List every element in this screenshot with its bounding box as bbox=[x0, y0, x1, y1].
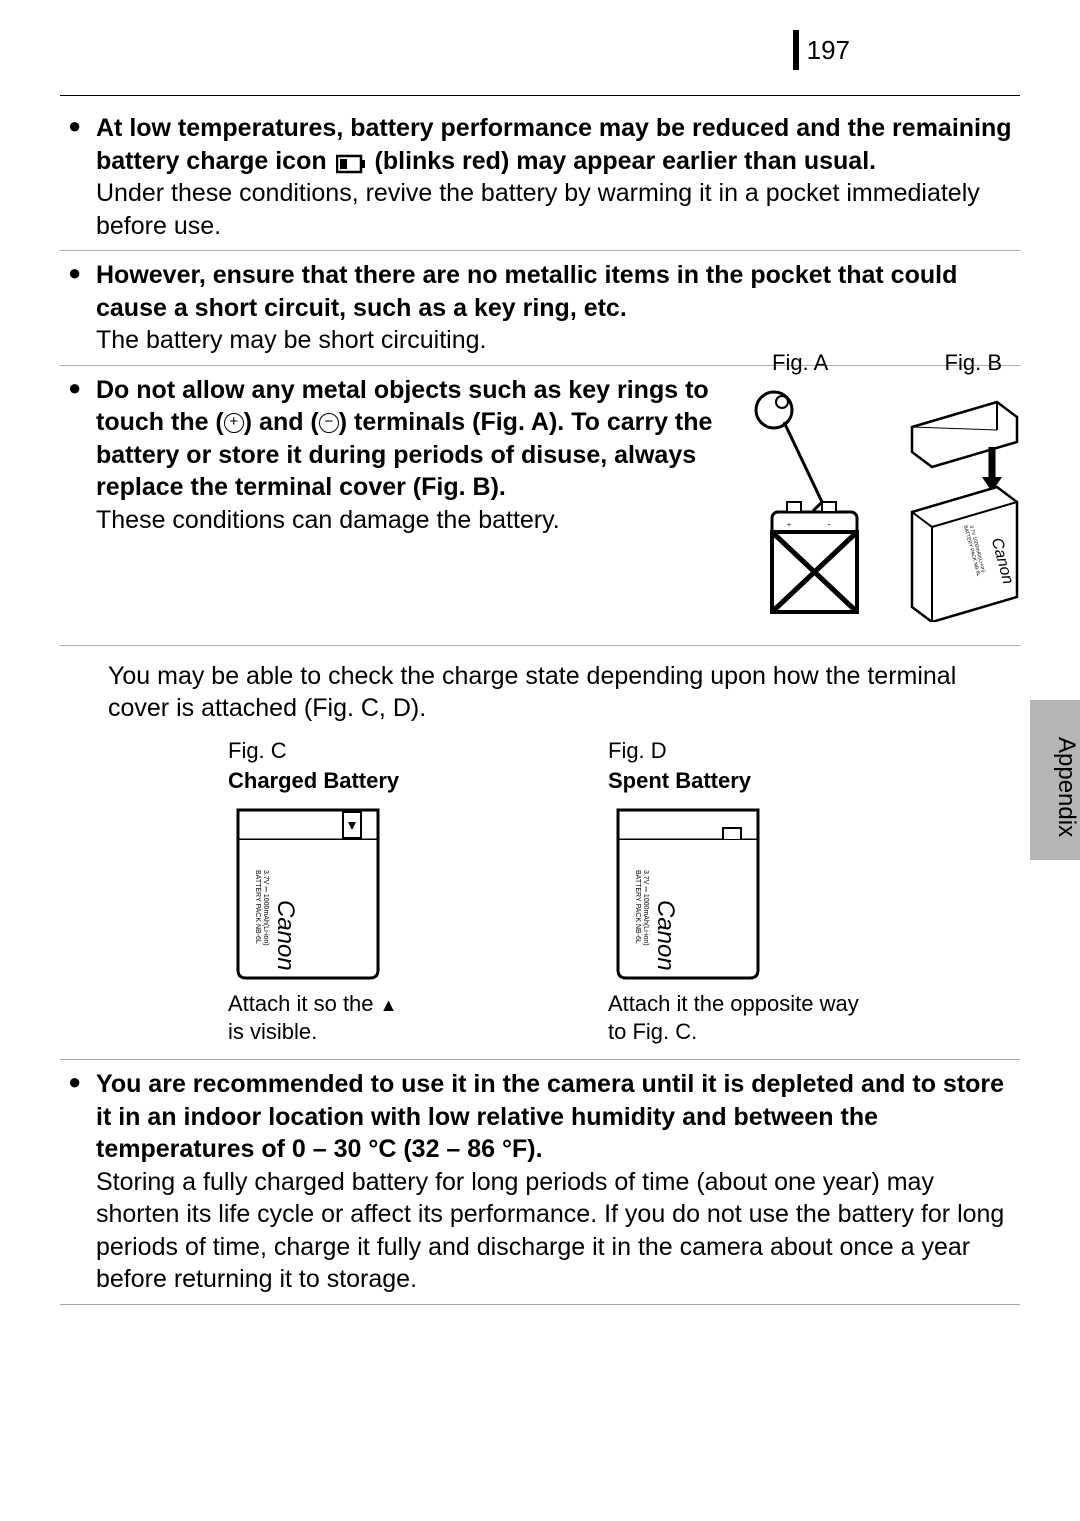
fig-cd-row: Fig. C Charged Battery Canon BATTERY PAC… bbox=[108, 737, 1020, 1046]
bullet-3-bold-mid: ) and ( bbox=[244, 408, 319, 436]
page-number: 197 bbox=[807, 35, 850, 66]
fig-d-col: Fig. D Spent Battery Canon BATTERY PACK … bbox=[608, 737, 888, 1046]
fig-c-title: Charged Battery bbox=[228, 767, 508, 796]
page-number-wrap: 197 bbox=[793, 30, 850, 70]
fig-c-col: Fig. C Charged Battery Canon BATTERY PAC… bbox=[228, 737, 508, 1046]
bullet-2-bold: However, ensure that there are no metall… bbox=[96, 261, 957, 322]
bullet-2-body: The battery may be short circuiting. bbox=[96, 326, 486, 354]
svg-text:Canon: Canon bbox=[652, 900, 679, 971]
svg-text:3.7V ⎓ 1000mAh(Li-ion): 3.7V ⎓ 1000mAh(Li-ion) bbox=[642, 870, 649, 946]
fig-c-caption: Attach it so the ▲ is visible. bbox=[228, 990, 508, 1045]
appendix-label: Appendix bbox=[1053, 737, 1080, 837]
bullet-2: However, ensure that there are no metall… bbox=[60, 251, 1020, 366]
bullet-1: At low temperatures, battery performance… bbox=[60, 104, 1020, 251]
fig-c-label: Fig. C bbox=[228, 737, 508, 766]
svg-text:BATTERY PACK NB-6L: BATTERY PACK NB-6L bbox=[254, 870, 261, 944]
fig-cd-intro: You may be able to check the charge stat… bbox=[108, 662, 956, 723]
fig-d-label: Fig. D bbox=[608, 737, 888, 766]
fig-cd-section: You may be able to check the charge stat… bbox=[60, 646, 1020, 1061]
plus-terminal-icon: + bbox=[224, 413, 244, 433]
bullet-4: You are recommended to use it in the cam… bbox=[60, 1060, 1020, 1305]
minus-terminal-icon: − bbox=[319, 413, 339, 433]
fig-b-label: Fig. B bbox=[945, 350, 1002, 376]
svg-text:+: + bbox=[787, 522, 791, 529]
battery-icon bbox=[336, 151, 366, 173]
bullet-1-bold-post: (blinks red) may appear earlier than usu… bbox=[368, 147, 877, 175]
svg-text:3.7V ⎓ 1000mAh(Li-ion): 3.7V ⎓ 1000mAh(Li-ion) bbox=[262, 870, 269, 946]
bullet-4-body: Storing a fully charged battery for long… bbox=[96, 1168, 1004, 1294]
appendix-tab: Appendix bbox=[1030, 700, 1080, 860]
svg-text:−: − bbox=[827, 522, 831, 529]
fig-ab-labels: Fig. A Fig. B bbox=[742, 350, 1032, 376]
fig-a-svg: + − bbox=[742, 382, 877, 622]
triangle-icon: ▲ bbox=[380, 995, 398, 1015]
fig-b-svg: Canon BATTERY PACK NB-6L 3.7V 1000mAh(Li… bbox=[897, 382, 1032, 622]
bullet-3-body: These conditions can damage the battery. bbox=[96, 506, 560, 534]
content: At low temperatures, battery performance… bbox=[60, 95, 1020, 1305]
fig-a-label: Fig. A bbox=[772, 350, 828, 376]
fig-ab: Fig. A Fig. B + − bbox=[742, 350, 1032, 622]
fig-d-title: Spent Battery bbox=[608, 767, 888, 796]
fig-d-svg: Canon BATTERY PACK NB-6L 3.7V ⎓ 1000mAh(… bbox=[608, 800, 778, 980]
fig-c-svg: Canon BATTERY PACK NB-6L 3.7V ⎓ 1000mAh(… bbox=[228, 800, 398, 980]
svg-text:Canon: Canon bbox=[272, 900, 299, 971]
bullet-4-bold: You are recommended to use it in the cam… bbox=[96, 1070, 1004, 1163]
svg-text:BATTERY PACK NB-6L: BATTERY PACK NB-6L bbox=[634, 870, 641, 944]
fig-ab-imgs: + − Canon BATTERY PACK NB-6L 3.7V 1000mA… bbox=[742, 382, 1032, 622]
bullet-1-body: Under these conditions, revive the batte… bbox=[96, 179, 980, 240]
fig-d-caption: Attach it the opposite way to Fig. C. bbox=[608, 990, 888, 1045]
